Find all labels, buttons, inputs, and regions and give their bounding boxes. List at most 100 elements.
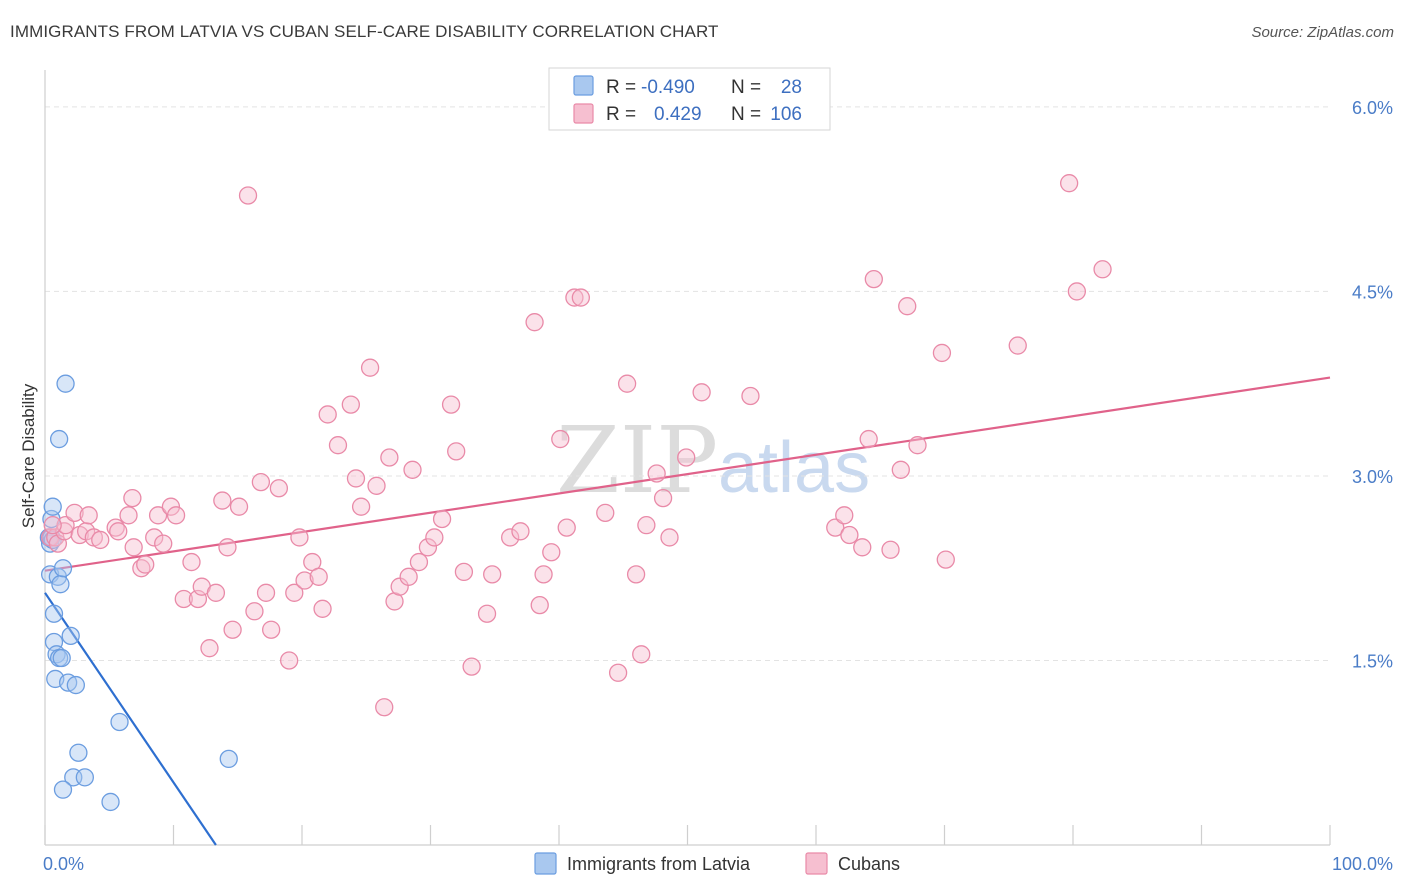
- gridlines: [45, 106, 1330, 661]
- point-cubans: [161, 497, 181, 516]
- legend-n-value-cubans: 106: [770, 104, 802, 125]
- legend-box: [548, 67, 831, 131]
- point-cubans: [351, 497, 371, 516]
- point-latvia: [52, 648, 71, 668]
- point-cubans: [632, 645, 651, 664]
- watermark-zip: ZIP: [556, 407, 718, 514]
- bottom-legend-swatch-latvia: [534, 852, 557, 875]
- point-cubans: [864, 269, 883, 289]
- point-latvia: [53, 780, 73, 799]
- legend-r-label-latvia: R =: [606, 77, 636, 98]
- point-cubans: [565, 288, 584, 307]
- legend-swatch-cubans: [573, 103, 594, 124]
- point-latvia: [110, 712, 129, 732]
- point-cubans: [136, 555, 155, 574]
- point-cubans: [1093, 260, 1112, 279]
- point-cubans: [290, 528, 309, 547]
- point-cubans: [375, 698, 394, 717]
- point-latvia: [53, 559, 73, 578]
- point-cubans: [1067, 282, 1087, 301]
- point-cubans: [859, 429, 878, 449]
- point-cubans: [251, 472, 271, 492]
- point-cubans: [174, 589, 193, 609]
- point-cubans: [677, 448, 696, 467]
- x-tick-labels: 0.0% 100.0%: [43, 854, 1393, 874]
- point-cubans: [936, 550, 955, 569]
- point-latvia: [49, 429, 69, 449]
- point-cubans: [608, 663, 628, 682]
- point-cubans: [692, 383, 711, 402]
- bottom-legend-label-cubans: Cubans: [838, 854, 900, 874]
- point-cubans: [826, 518, 845, 537]
- watermark-atlas: atlas: [718, 428, 870, 508]
- point-latvia: [44, 604, 64, 623]
- point-latvia: [66, 675, 85, 695]
- x-tick-label-min: 0.0%: [43, 854, 84, 874]
- point-cubans: [154, 534, 173, 553]
- x-tick-label-max: 100.0%: [1332, 854, 1393, 874]
- point-cubans: [617, 374, 637, 393]
- point-latvia: [61, 626, 80, 646]
- point-cubans: [891, 460, 910, 479]
- point-cubans: [380, 448, 399, 467]
- point-cubans: [55, 522, 74, 541]
- point-cubans: [79, 506, 98, 525]
- y-tick-label: 6.0%: [1352, 98, 1393, 118]
- point-cubans: [425, 528, 444, 547]
- point-cubans: [441, 395, 461, 414]
- axes: [44, 70, 1331, 846]
- trend-lines: [44, 376, 1331, 846]
- legend-n-label-cubans: N =: [731, 104, 761, 125]
- point-cubans: [835, 506, 854, 525]
- point-cubans: [328, 436, 348, 455]
- point-latvia: [43, 497, 62, 516]
- point-cubans: [182, 552, 201, 572]
- legend-n-label-latvia: N =: [731, 77, 761, 98]
- point-cubans: [341, 395, 360, 414]
- point-cubans: [432, 509, 452, 529]
- point-cubans: [483, 565, 502, 584]
- point-cubans: [898, 297, 917, 316]
- point-latvia: [219, 749, 238, 769]
- data-points: [39, 174, 1112, 812]
- point-cubans: [908, 436, 927, 455]
- point-cubans: [166, 506, 186, 525]
- watermark: ZIP atlas: [556, 407, 870, 514]
- point-cubans: [309, 567, 328, 586]
- point-cubans: [557, 518, 576, 537]
- bottom-legend: Immigrants from Latvia Cubans: [534, 852, 900, 875]
- point-cubans: [462, 657, 481, 676]
- point-cubans: [647, 464, 666, 483]
- point-cubans: [91, 530, 110, 550]
- y-tick-labels: 1.5% 3.0% 4.5% 6.0%: [1352, 98, 1393, 672]
- point-cubans: [534, 565, 553, 584]
- point-cubans: [367, 476, 386, 495]
- point-cubans: [295, 571, 314, 590]
- trend-line-latvia: [44, 592, 217, 846]
- point-cubans: [660, 528, 679, 547]
- point-cubans: [403, 460, 422, 479]
- point-latvia: [51, 575, 70, 594]
- bottom-legend-label-latvia: Immigrants from Latvia: [567, 854, 751, 874]
- point-cubans: [313, 599, 332, 618]
- point-cubans: [256, 583, 276, 602]
- point-cubans: [409, 552, 429, 572]
- point-cubans: [653, 488, 673, 508]
- point-cubans: [229, 497, 249, 516]
- point-cubans: [399, 567, 418, 586]
- point-cubans: [269, 479, 289, 498]
- y-tick-label: 3.0%: [1352, 467, 1393, 487]
- point-cubans: [206, 583, 226, 602]
- legend-r-label-cubans: R =: [606, 104, 636, 125]
- point-cubans: [1059, 174, 1079, 193]
- point-cubans: [262, 620, 281, 639]
- y-tick-label: 1.5%: [1352, 651, 1393, 671]
- y-tick-label: 4.5%: [1352, 282, 1393, 302]
- point-latvia: [48, 567, 67, 586]
- point-cubans: [200, 639, 219, 658]
- point-cubans: [346, 469, 366, 488]
- point-cubans: [454, 562, 474, 582]
- legend-r-value-cubans: 0.429: [654, 104, 702, 125]
- point-cubans: [511, 522, 530, 541]
